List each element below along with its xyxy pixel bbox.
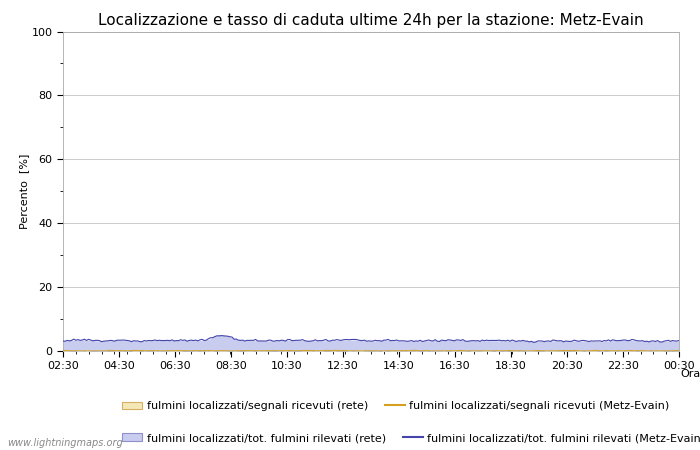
Y-axis label: Percento  [%]: Percento [%] bbox=[19, 153, 29, 229]
Text: Orario: Orario bbox=[680, 369, 700, 378]
Legend: fulmini localizzati/tot. fulmini rilevati (rete), fulmini localizzati/tot. fulmi: fulmini localizzati/tot. fulmini rilevat… bbox=[118, 429, 700, 448]
Text: www.lightningmaps.org: www.lightningmaps.org bbox=[7, 438, 122, 448]
Title: Localizzazione e tasso di caduta ultime 24h per la stazione: Metz-Evain: Localizzazione e tasso di caduta ultime … bbox=[98, 13, 644, 27]
